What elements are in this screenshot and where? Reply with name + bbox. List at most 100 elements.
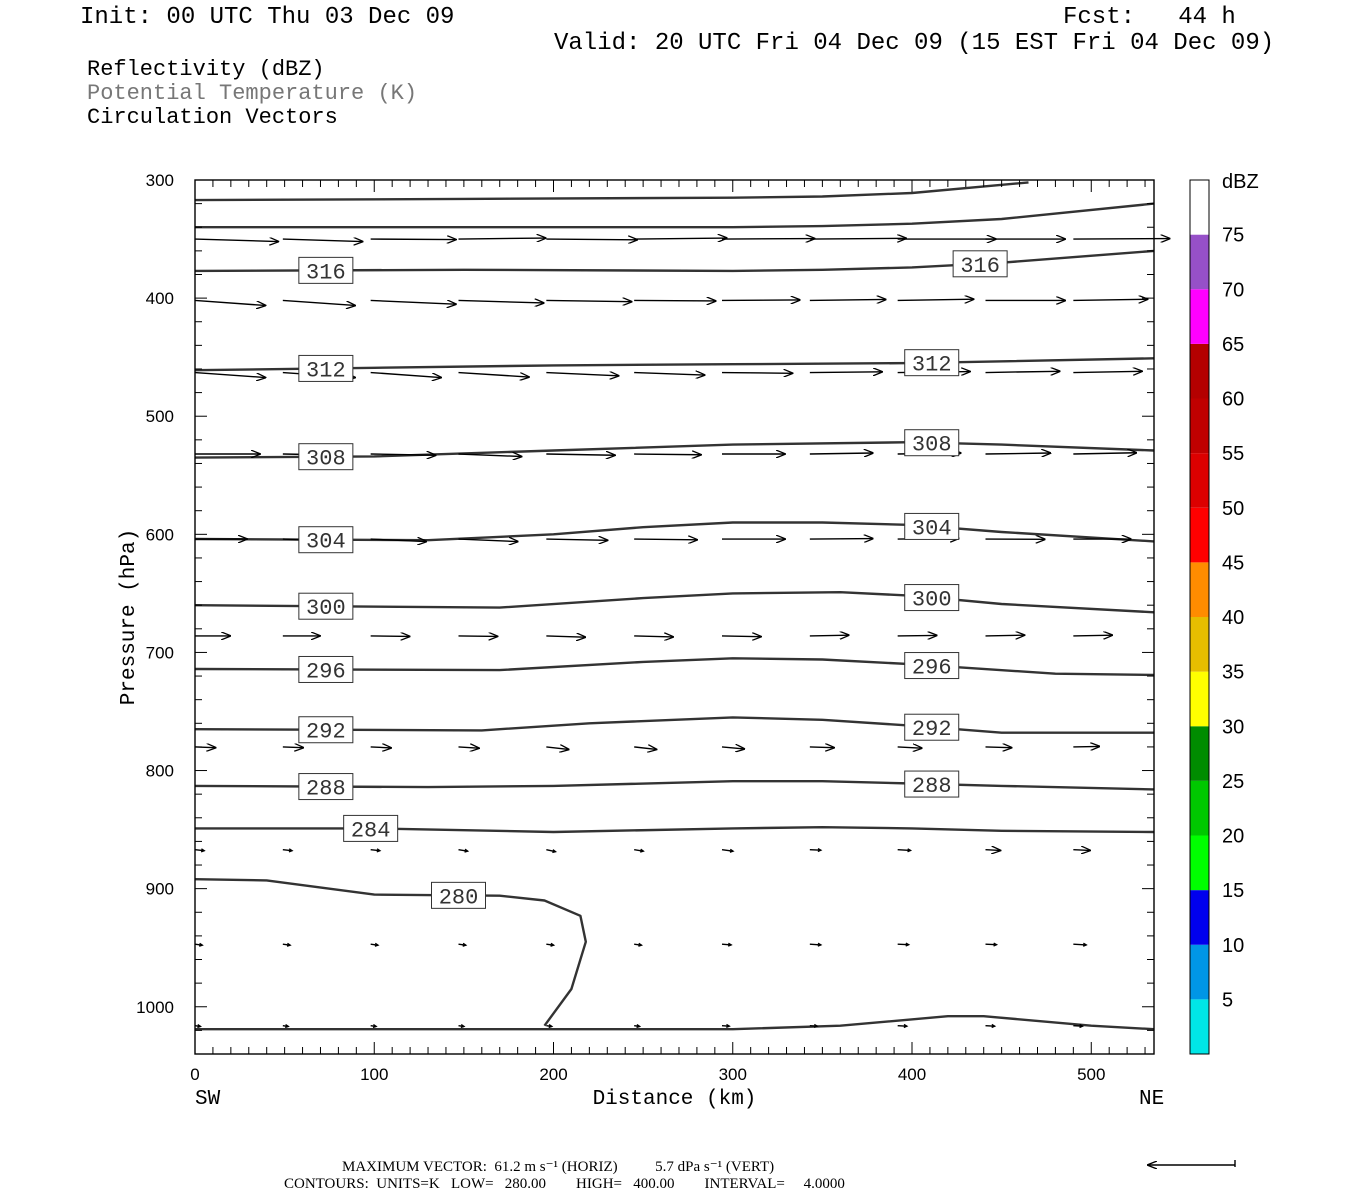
plot-border	[194, 179, 1155, 1055]
y-tick-label: 400	[146, 289, 174, 308]
circulation-vector	[458, 300, 544, 303]
circulation-vector	[721, 636, 761, 637]
circulation-vector	[897, 943, 909, 946]
circulation-vector	[809, 539, 873, 540]
colorbar-tick-label: 30	[1222, 716, 1244, 738]
colorbar-tick-label: 20	[1222, 826, 1244, 848]
y-tick-label: 300	[146, 171, 174, 190]
circulation-vector	[985, 453, 1051, 454]
circulation-vector-head	[640, 848, 645, 853]
circulation-vector	[458, 454, 522, 457]
y-tick-label: 900	[146, 880, 174, 899]
contour-label: 316	[960, 254, 1000, 279]
circulation-vector	[370, 299, 456, 304]
colorbar-bin	[1190, 343, 1209, 399]
circulation-vector-head	[993, 942, 999, 947]
circulation-vector	[546, 300, 631, 301]
colorbar-bin	[1190, 289, 1209, 344]
circulation-vector	[370, 747, 391, 748]
theta-contour	[195, 1015, 1155, 1031]
contour-label: 308	[306, 447, 346, 472]
theta-contour	[194, 521, 1155, 543]
circulation-vector	[194, 239, 278, 242]
circulation-vector	[721, 239, 815, 240]
contour-label: 312	[912, 353, 952, 378]
circulation-vector-head	[199, 942, 204, 947]
contour-label: 292	[306, 720, 346, 745]
contour-label-box	[904, 652, 960, 680]
contour-labels: 316 316 312 312 308 308 304 304 300 300 296 296 292 2…	[298, 250, 1008, 910]
y-tick-label: 700	[146, 643, 174, 662]
circulation-vector	[809, 747, 834, 748]
circulation-vector	[985, 747, 1012, 748]
circulation-vector	[897, 1024, 907, 1027]
theta-contour	[194, 878, 587, 1027]
circulation-vector	[282, 747, 303, 748]
circulation-vector	[546, 747, 568, 750]
circulation-vector-head	[636, 1023, 642, 1029]
circulation-vector-head	[460, 1023, 466, 1029]
contour-label: 304	[306, 530, 346, 555]
circulation-vector-head	[1082, 942, 1088, 947]
circulation-vector	[1073, 239, 1169, 240]
x-tick-label: 100	[360, 1065, 388, 1084]
contour-label-box	[431, 881, 487, 909]
circulation-vector	[897, 848, 911, 852]
circulation-vector	[809, 848, 821, 851]
y-tick-label: 600	[146, 525, 174, 544]
sw-end-label: SW	[195, 1088, 221, 1111]
circulation-vector	[370, 239, 456, 240]
circulation-vector	[897, 635, 937, 636]
contour-label-box	[952, 250, 1008, 278]
colorbar-tick-label: 15	[1222, 880, 1244, 902]
circulation-vector	[546, 539, 607, 540]
x-tick-label: 200	[539, 1065, 567, 1084]
circulation-vector-head	[991, 1023, 997, 1029]
circulation-vector-head	[907, 848, 913, 853]
circulation-vector	[546, 454, 614, 455]
circulation-vector	[546, 636, 585, 637]
circulation-vector-head	[903, 1023, 909, 1029]
colorbar-bin	[1190, 780, 1209, 836]
contour-label-box	[298, 655, 354, 683]
contour-label-box	[904, 429, 960, 457]
circulation-vector-head	[374, 942, 380, 947]
colorbar-tick-label: 55	[1222, 443, 1244, 465]
circulation-vector	[809, 238, 906, 239]
x-tick-label: 0	[190, 1065, 199, 1084]
circulation-vector-head	[1079, 1023, 1085, 1029]
circulation-vector	[458, 371, 529, 378]
contour-label-box	[298, 773, 354, 801]
circulation-vector-head	[548, 1023, 554, 1029]
contour-label: 288	[306, 777, 346, 802]
circulation-vector	[458, 238, 546, 239]
circulation-vector-head	[638, 942, 644, 947]
field-reflectivity: Reflectivity (dBZ)	[87, 57, 325, 82]
circulation-vector	[282, 239, 363, 242]
circulation-vector	[194, 299, 265, 305]
contour-label: 292	[912, 717, 952, 742]
circulation-vector	[1073, 453, 1136, 454]
circulation-vector	[634, 747, 656, 750]
colorbar-bin	[1190, 890, 1209, 945]
theta-contour	[194, 441, 1155, 459]
theta-contour	[195, 202, 1155, 229]
circulation-vector-head	[727, 942, 733, 947]
contour-label-box	[298, 716, 354, 744]
circulation-vector	[1073, 1024, 1083, 1027]
circulation-vector-head	[372, 1023, 378, 1029]
circulation-vector-head	[726, 1023, 731, 1029]
circulation-vector-head	[376, 848, 382, 853]
theta-contour	[195, 826, 1155, 834]
circulation-vector	[985, 635, 1025, 636]
colorbar-bin	[1190, 398, 1209, 454]
circulation-vector	[809, 372, 882, 373]
circulation-vector-head	[817, 847, 823, 853]
contour-label-box	[298, 256, 354, 284]
colorbar-bin	[1190, 835, 1209, 891]
circulation-vector	[370, 539, 427, 542]
contour-label: 316	[306, 260, 346, 285]
circulation-vector	[458, 848, 468, 852]
circulation-vector	[721, 300, 800, 301]
